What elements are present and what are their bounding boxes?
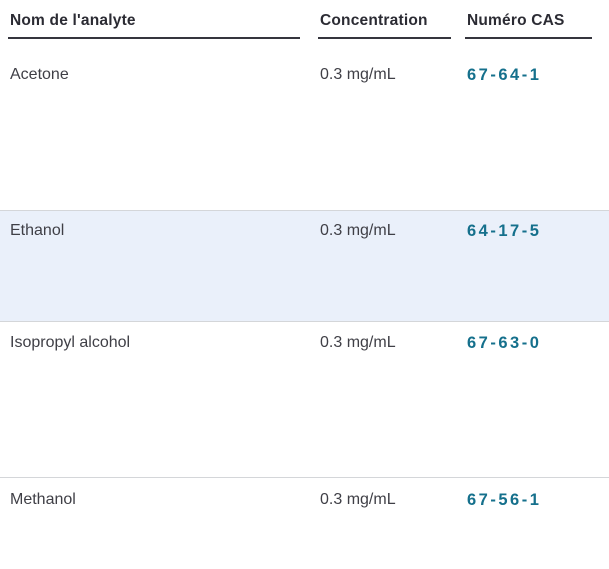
cas-number-cell: 64-17-5	[467, 220, 609, 321]
column-header-analyte-name-label: Nom de l'analyte	[8, 11, 300, 39]
analyte-name-cell: Isopropyl alcohol	[10, 334, 131, 351]
concentration-cell: 0.3 mg/mL	[320, 222, 396, 239]
column-header-cas-number-label: Numéro CAS	[465, 11, 592, 39]
table-row-acetone: Acetone 0.3 mg/mL 67-64-1	[0, 40, 609, 210]
column-header-concentration-label: Concentration	[318, 11, 451, 39]
column-header-concentration: Concentration	[318, 11, 467, 40]
cas-number-cell: 67-56-1	[467, 489, 609, 569]
table-row-methanol: Methanol 0.3 mg/mL 67-56-1	[0, 478, 609, 569]
concentration-cell: 0.3 mg/mL	[320, 491, 396, 508]
cas-number-cell: 67-63-0	[467, 332, 609, 477]
analyte-name-cell: Ethanol	[10, 222, 65, 239]
cas-number-link[interactable]: 67-63-0	[467, 334, 542, 352]
column-header-cas-number: Numéro CAS	[465, 11, 609, 40]
table-header-row: Nom de l'analyte Concentration Numéro CA…	[0, 0, 609, 40]
concentration-cell: 0.3 mg/mL	[320, 334, 396, 351]
analyte-name-cell: Methanol	[10, 491, 76, 508]
table-row-isopropyl-alcohol: Isopropyl alcohol 0.3 mg/mL 67-63-0	[0, 322, 609, 478]
cas-number-link[interactable]: 67-64-1	[467, 66, 542, 84]
cas-number-link[interactable]: 64-17-5	[467, 222, 542, 240]
concentration-cell: 0.3 mg/mL	[320, 66, 396, 83]
analyte-name-cell: Acetone	[10, 66, 69, 83]
cas-number-cell: 67-64-1	[467, 64, 609, 210]
table-row-ethanol-highlighted: Ethanol 0.3 mg/mL 64-17-5	[0, 210, 609, 322]
cas-number-link[interactable]: 67-56-1	[467, 491, 542, 509]
column-header-analyte-name: Nom de l'analyte	[8, 11, 320, 40]
